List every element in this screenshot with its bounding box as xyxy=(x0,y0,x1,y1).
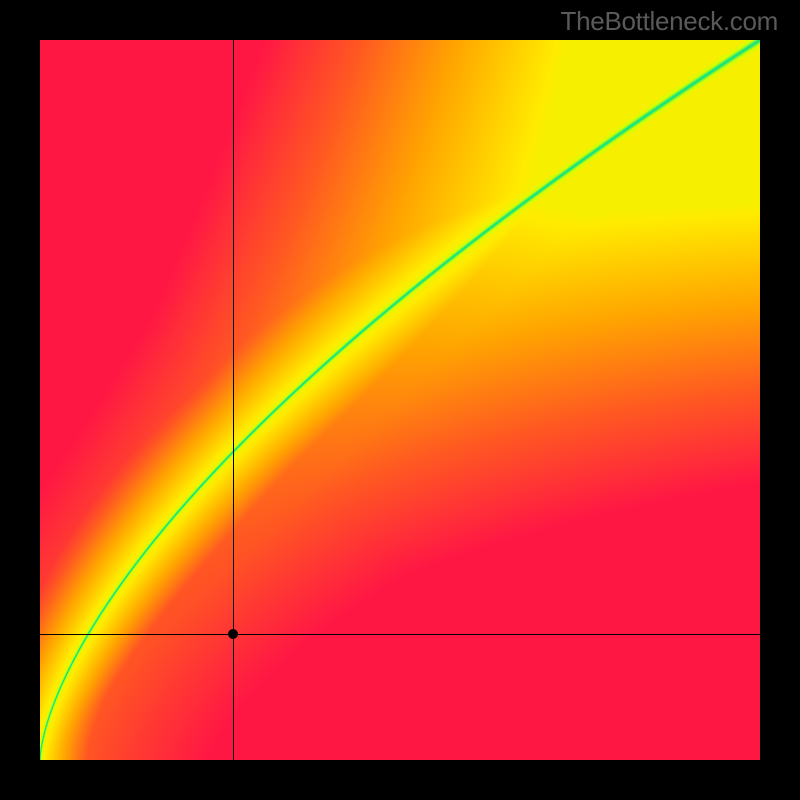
crosshair-horizontal xyxy=(40,634,760,635)
heatmap-canvas xyxy=(40,40,760,760)
watermark-text: TheBottleneck.com xyxy=(561,6,778,37)
crosshair-vertical xyxy=(233,40,234,760)
crosshair-marker xyxy=(228,629,238,639)
plot-area xyxy=(40,40,760,760)
